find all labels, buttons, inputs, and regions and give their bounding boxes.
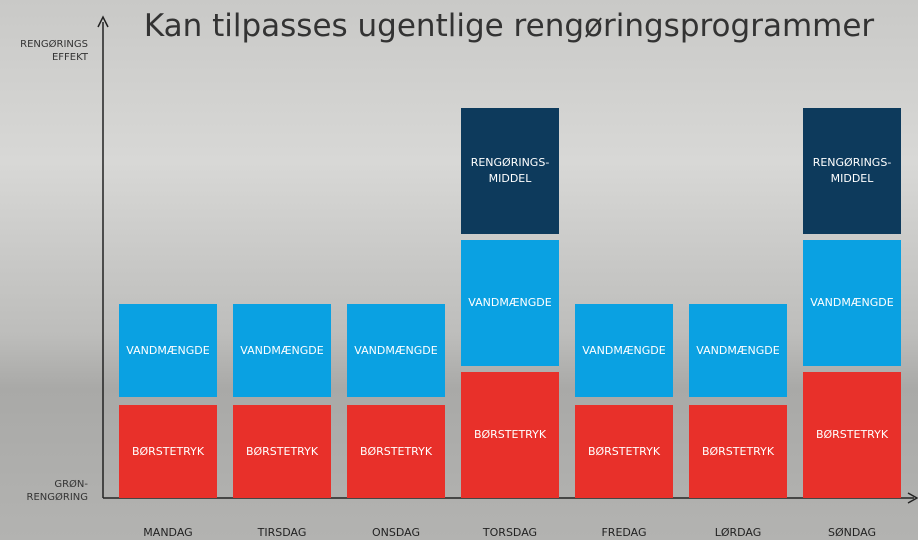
segment-block: BØRSTETRYK [575,405,673,498]
segment-block: VANDMÆNGDE [233,304,331,397]
y-top-label: RENGØRINGS EFFEKT [20,38,88,64]
segment-block: BØRSTETRYK [689,405,787,498]
day-label: TORSDAG [453,526,567,539]
segment-block: BØRSTETRYK [803,372,901,498]
y-bottom-label: GRØN- RENGØRING [27,478,89,504]
segment-block: VANDMÆNGDE [119,304,217,397]
day-label: FREDAG [567,526,681,539]
segment-block: VANDMÆNGDE [575,304,673,397]
segment-block: VANDMÆNGDE [689,304,787,397]
day-label: TIRSDAG [225,526,339,539]
day-label: SØNDAG [795,526,909,539]
day-label: ONSDAG [339,526,453,539]
segment-block: RENGØRINGS- MIDDEL [461,108,559,234]
day-label: MANDAG [111,526,225,539]
segment-block: VANDMÆNGDE [347,304,445,397]
segment-block: BØRSTETRYK [119,405,217,498]
title: Kan tilpasses ugentlige rengøringsprogra… [100,8,918,44]
page: Kan tilpasses ugentlige rengøringsprogra… [0,0,918,540]
segment-block: VANDMÆNGDE [803,240,901,366]
day-label: LØRDAG [681,526,795,539]
segment-block: BØRSTETRYK [461,372,559,498]
segment-block: VANDMÆNGDE [461,240,559,366]
segment-block: BØRSTETRYK [233,405,331,498]
segment-block: BØRSTETRYK [347,405,445,498]
segment-block: RENGØRINGS- MIDDEL [803,108,901,234]
